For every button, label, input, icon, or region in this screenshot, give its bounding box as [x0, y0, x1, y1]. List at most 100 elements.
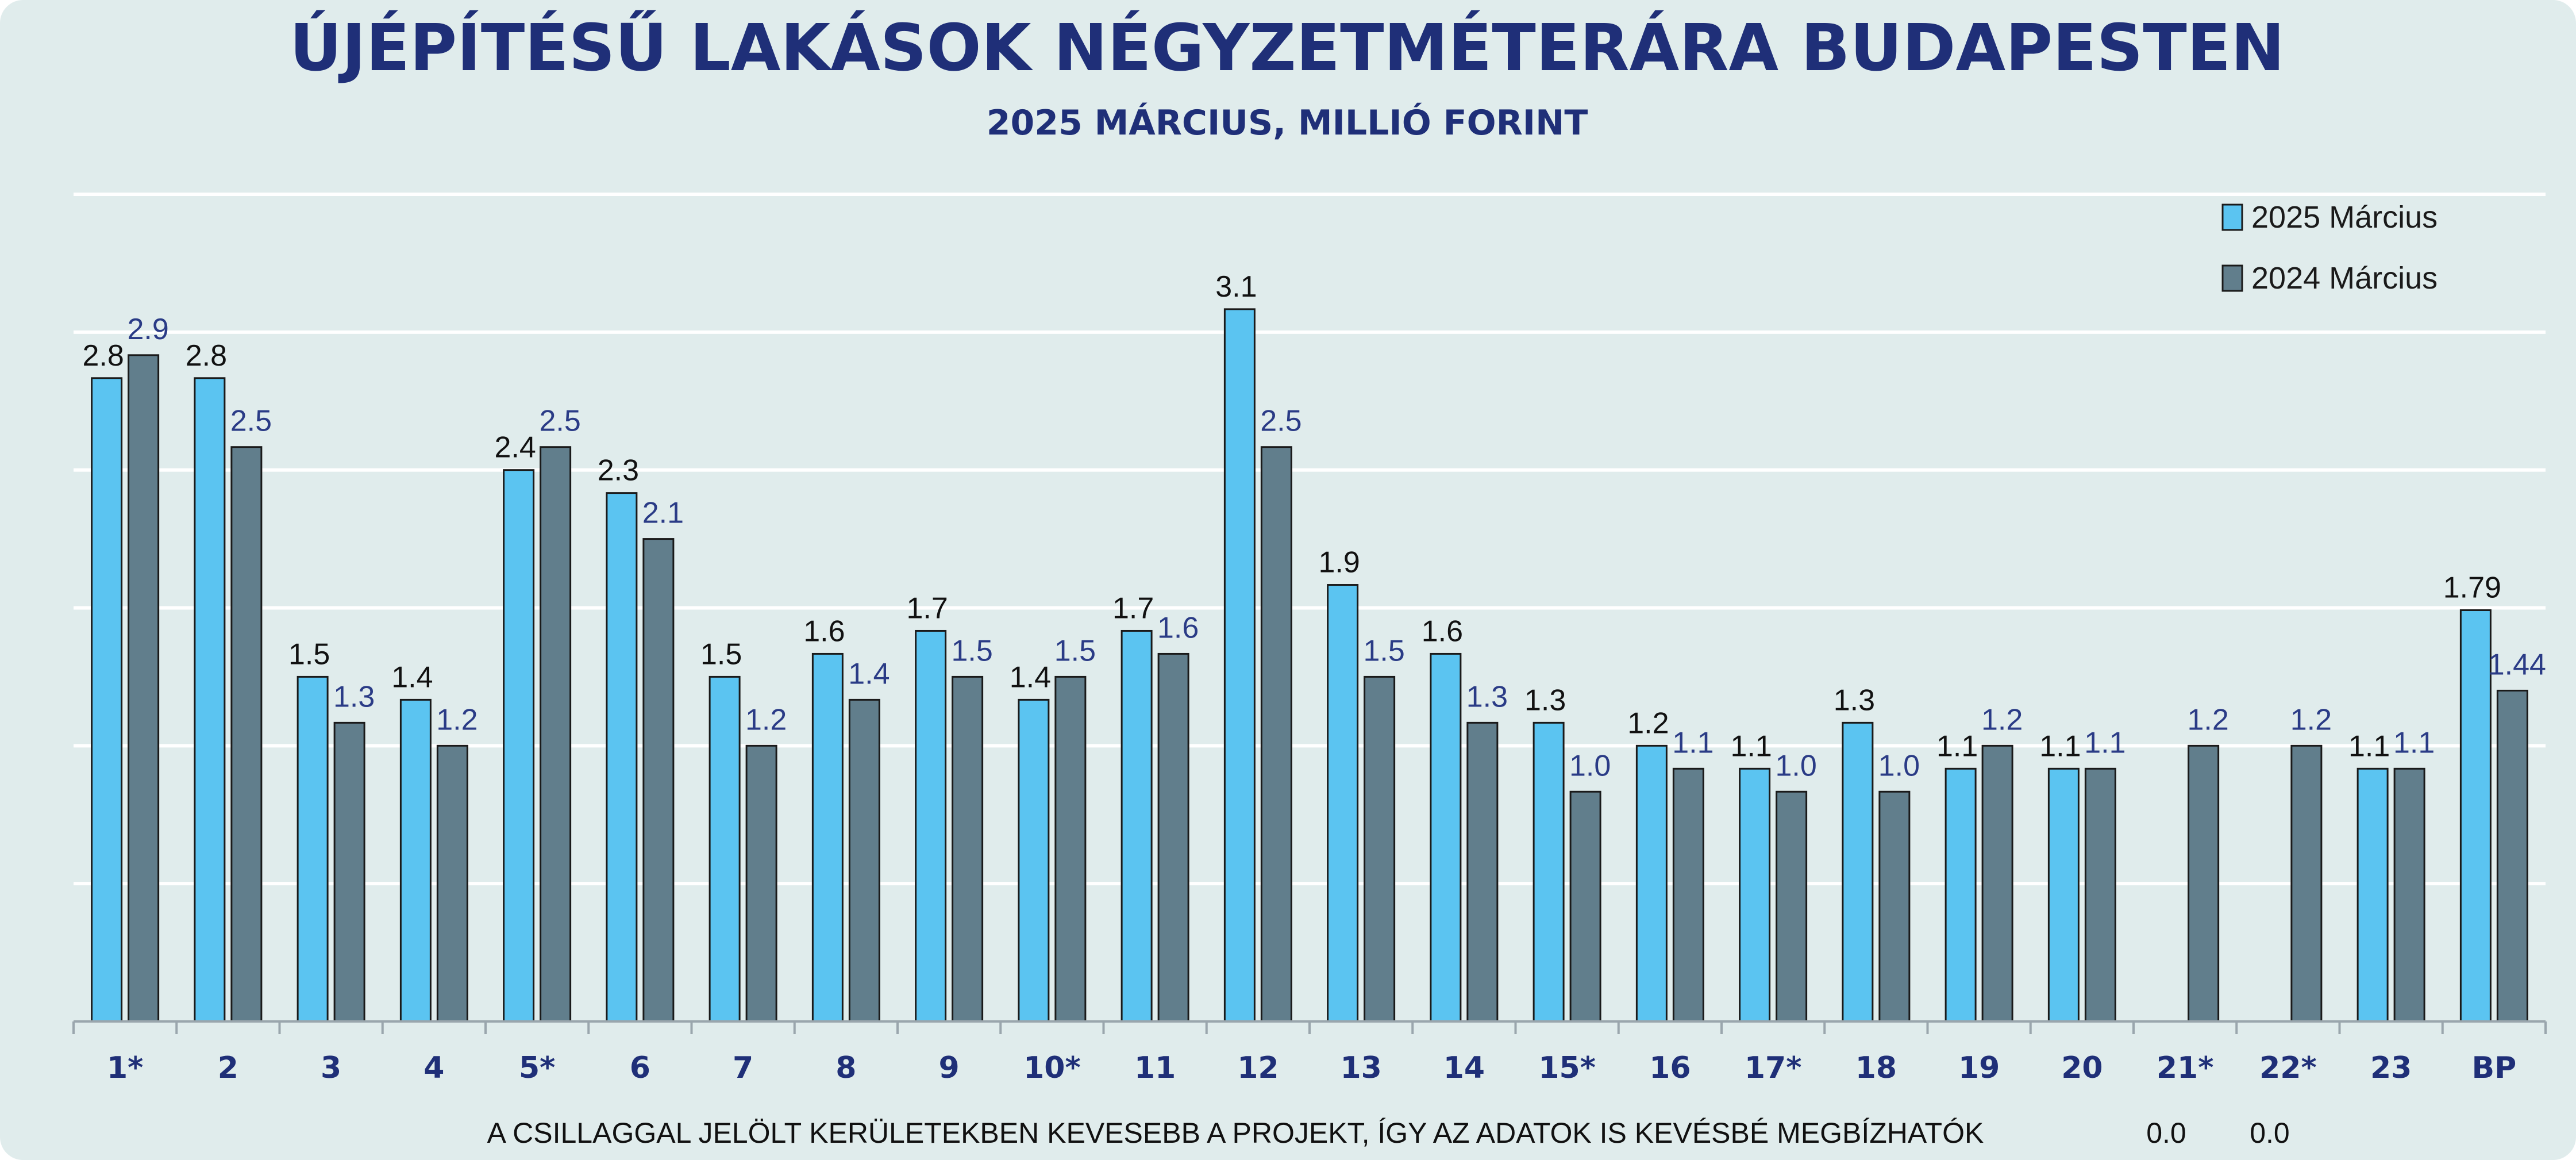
data-label-2024: 1.2 [1981, 703, 2023, 736]
data-label-2025: 1.4 [1010, 660, 1051, 694]
bar-2024-4 [436, 744, 468, 1023]
category-label: 19 [1958, 1051, 2000, 1085]
data-label-2024: 1.2 [2187, 703, 2228, 736]
bar-2025-16 [1635, 744, 1668, 1023]
bar-2025-18 [1842, 721, 1874, 1023]
data-label-2025: 1.3 [1524, 683, 1566, 717]
x-axis: 1* 2 3 4 5* 6 7 8 9 10* 11 12 13 14 15* 16 17* 18 19 20 21* 2… [72, 1020, 2547, 1085]
bar-2025-2 [194, 377, 226, 1023]
data-label-2025: 1.6 [1422, 614, 1463, 648]
bar-2024-5* [540, 446, 572, 1023]
data-label-2024: 2.9 [127, 313, 168, 346]
data-label-2025: 2.4 [494, 431, 536, 464]
data-label-2025: 3.1 [1215, 270, 1257, 304]
bar-2024-7 [745, 744, 777, 1023]
data-label-2024: 1.0 [1878, 749, 1920, 782]
legend-swatch [2221, 264, 2243, 292]
data-label-2025: 1.6 [803, 614, 845, 648]
data-label-2025: 1.1 [1936, 729, 1978, 763]
data-label-2025: 1.1 [1730, 729, 1772, 763]
category-label: 20 [2061, 1051, 2103, 1085]
bar-2024-9 [952, 675, 984, 1023]
bar-2024-20 [2084, 767, 2116, 1023]
bar-2025-6 [606, 492, 638, 1023]
gridlines [74, 193, 2546, 886]
category-label: 17* [1745, 1051, 1802, 1085]
data-label-2024: 2.1 [642, 497, 684, 530]
data-label-2024: 1.2 [2290, 703, 2332, 736]
data-label-2025: 1.1 [2039, 729, 2081, 763]
data-label-2024: 1.5 [1363, 634, 1404, 667]
data-label-2024: 1.5 [1054, 634, 1096, 667]
bar-2024-11 [1157, 652, 1189, 1023]
bar-2024-16 [1672, 767, 1704, 1023]
category-label: 15* [1538, 1051, 1596, 1085]
data-label-2025: 1.79 [2443, 571, 2501, 604]
category-label: 9 [939, 1051, 960, 1085]
bar-2024-13 [1364, 675, 1396, 1023]
bar-2025-10* [1018, 698, 1050, 1023]
category-label: 10* [1023, 1051, 1081, 1085]
data-label-2024: 1.44 [2488, 648, 2546, 681]
category-label: 18 [1855, 1051, 1897, 1085]
category-label: 21* [2157, 1051, 2214, 1085]
data-label-2024: 1.2 [436, 703, 478, 736]
bar-2025-4 [399, 698, 432, 1023]
bar-2025-7 [709, 675, 741, 1023]
legend-label: 2024 Március [2251, 261, 2438, 295]
data-label-2024: 1.0 [1569, 749, 1611, 782]
category-label: 7 [733, 1051, 753, 1085]
legend: 2025 Március 2024 Március [2221, 200, 2438, 295]
chart-subtitle: 2025 MÁRCIUS, MILLIÓ FORINT [987, 102, 1588, 143]
category-label: 5* [519, 1051, 555, 1085]
bar-2025-5* [503, 469, 535, 1023]
value-labels: 2.82.92.82.51.51.31.41.22.42.52.32.11.51… [82, 270, 2546, 1149]
bar-2025-20 [2047, 767, 2080, 1023]
data-label-2024: 1.1 [2393, 726, 2435, 759]
bar-2024-21* [2188, 744, 2220, 1023]
data-label-2025-zero: 0.0 [2250, 1117, 2290, 1149]
bar-2025-BP [2459, 609, 2492, 1023]
bar-2024-1* [128, 354, 160, 1023]
bar-2025-15* [1532, 721, 1565, 1023]
footnote: A CSILLAGGAL JELÖLT KERÜLETEKBEN KEVESEB… [487, 1117, 1984, 1149]
category-label: 23 [2370, 1051, 2412, 1085]
bar-2025-8 [811, 652, 844, 1023]
bar-2024-BP [2496, 689, 2528, 1023]
bar-2025-14 [1430, 652, 1462, 1023]
data-label-2025: 2.3 [598, 454, 639, 487]
bar-2025-1* [91, 377, 123, 1023]
bar-2024-12 [1260, 446, 1292, 1023]
chart-title: ÚJÉPÍTÉSŰ LAKÁSOK NÉGYZETMÉTERÁRA BUDAPE… [290, 10, 2285, 86]
bar-2024-6 [642, 538, 675, 1023]
category-label: 12 [1237, 1051, 1279, 1085]
category-label: BP [2472, 1051, 2517, 1085]
bar-2025-13 [1327, 584, 1359, 1023]
legend-swatch [2221, 203, 2243, 231]
category-label: 16 [1649, 1051, 1691, 1085]
bar-2024-14 [1466, 721, 1499, 1023]
data-label-2024: 1.3 [333, 680, 375, 713]
bar-2025-17* [1739, 767, 1771, 1023]
data-label-2024: 1.1 [2084, 726, 2126, 759]
data-label-2025: 2.8 [82, 339, 124, 372]
bar-2024-2 [230, 446, 263, 1023]
data-label-2025-zero: 0.0 [2146, 1117, 2186, 1149]
bar-2025-9 [915, 629, 947, 1023]
data-label-2024: 1.4 [848, 657, 890, 690]
bar-2024-19 [1981, 744, 2013, 1023]
bars [91, 308, 2528, 1023]
bar-2025-11 [1120, 629, 1153, 1023]
bar-2024-15* [1569, 790, 1601, 1023]
data-label-2024: 1.5 [951, 634, 992, 667]
data-label-2024: 1.0 [1775, 749, 1816, 782]
bar-2024-3 [333, 721, 365, 1023]
data-label-2025: 1.5 [288, 637, 330, 671]
data-label-2024: 1.3 [1466, 680, 1508, 713]
data-label-2024: 2.5 [1260, 405, 1302, 438]
bar-2025-12 [1223, 308, 1256, 1023]
bar-2024-17* [1776, 790, 1808, 1023]
bar-2025-3 [297, 675, 329, 1023]
data-label-2024: 1.1 [1672, 726, 1714, 759]
